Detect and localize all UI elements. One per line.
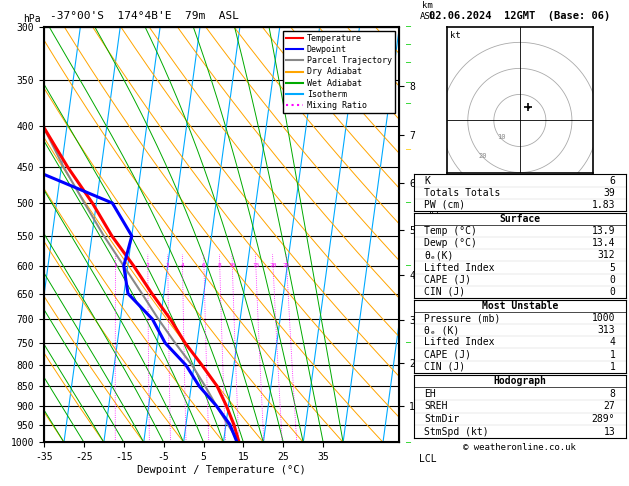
- Text: EH: EH: [425, 389, 437, 399]
- Text: StmDir: StmDir: [425, 414, 460, 424]
- Text: km
ASL: km ASL: [420, 1, 436, 21]
- Text: Temp (°C): Temp (°C): [425, 226, 477, 236]
- Text: 13.9: 13.9: [592, 226, 615, 236]
- Text: —: —: [406, 40, 411, 49]
- Legend: Temperature, Dewpoint, Parcel Trajectory, Dry Adiabat, Wet Adiabat, Isotherm, Mi: Temperature, Dewpoint, Parcel Trajectory…: [283, 31, 395, 113]
- Text: 20: 20: [269, 263, 277, 268]
- Text: —: —: [406, 59, 411, 68]
- Text: 25: 25: [283, 263, 291, 268]
- Text: 20: 20: [478, 153, 487, 159]
- Text: —: —: [406, 99, 411, 108]
- Text: 4: 4: [181, 263, 184, 268]
- Text: 2: 2: [146, 263, 150, 268]
- Text: CAPE (J): CAPE (J): [425, 349, 472, 360]
- Text: 1: 1: [114, 263, 118, 268]
- Text: 15: 15: [252, 263, 260, 268]
- Text: Pressure (mb): Pressure (mb): [425, 313, 501, 323]
- Text: θₑ (K): θₑ (K): [425, 325, 460, 335]
- Text: 0: 0: [610, 275, 615, 285]
- Text: Dewp (°C): Dewp (°C): [425, 238, 477, 248]
- Text: 8: 8: [610, 389, 615, 399]
- X-axis label: Dewpoint / Temperature (°C): Dewpoint / Temperature (°C): [137, 465, 306, 475]
- Text: CIN (J): CIN (J): [425, 287, 465, 297]
- Text: 6: 6: [202, 263, 206, 268]
- Text: 313: 313: [598, 325, 615, 335]
- Text: Lifted Index: Lifted Index: [425, 262, 495, 273]
- Y-axis label: Mixing Ratio (g/kg): Mixing Ratio (g/kg): [429, 179, 439, 290]
- Text: LCL: LCL: [419, 454, 437, 465]
- Text: 4: 4: [610, 337, 615, 347]
- Text: Lifted Index: Lifted Index: [425, 337, 495, 347]
- Text: 13.4: 13.4: [592, 238, 615, 248]
- Text: 3: 3: [166, 263, 170, 268]
- Text: 289°: 289°: [592, 414, 615, 424]
- Text: —: —: [406, 338, 411, 347]
- Text: 39: 39: [603, 188, 615, 198]
- Text: 1000: 1000: [592, 313, 615, 323]
- Text: hPa: hPa: [23, 14, 41, 24]
- Text: 02.06.2024  12GMT  (Base: 06): 02.06.2024 12GMT (Base: 06): [429, 11, 611, 21]
- Text: Totals Totals: Totals Totals: [425, 188, 501, 198]
- Text: kt: kt: [450, 31, 460, 40]
- Text: 312: 312: [598, 250, 615, 260]
- Text: θₑ(K): θₑ(K): [425, 250, 454, 260]
- Text: —: —: [406, 78, 411, 87]
- Text: 1.83: 1.83: [592, 200, 615, 210]
- Text: —: —: [406, 145, 411, 155]
- Text: Surface: Surface: [499, 214, 540, 224]
- Text: 13: 13: [603, 427, 615, 436]
- Text: —: —: [406, 199, 411, 208]
- Text: Hodograph: Hodograph: [493, 376, 547, 386]
- Text: —: —: [406, 22, 411, 31]
- Text: 10: 10: [497, 134, 505, 140]
- Text: SREH: SREH: [425, 401, 448, 411]
- Text: 8: 8: [218, 263, 221, 268]
- Text: 1: 1: [610, 362, 615, 372]
- Text: Most Unstable: Most Unstable: [482, 301, 558, 311]
- Text: 27: 27: [603, 401, 615, 411]
- Text: 1: 1: [610, 349, 615, 360]
- Text: CAPE (J): CAPE (J): [425, 275, 472, 285]
- Text: -37°00'S  174°4B'E  79m  ASL: -37°00'S 174°4B'E 79m ASL: [50, 11, 239, 21]
- Text: CIN (J): CIN (J): [425, 362, 465, 372]
- Text: —: —: [406, 438, 411, 447]
- Text: StmSpd (kt): StmSpd (kt): [425, 427, 489, 436]
- Text: —: —: [406, 261, 411, 270]
- Text: 0: 0: [610, 287, 615, 297]
- Text: 5: 5: [610, 262, 615, 273]
- Text: PW (cm): PW (cm): [425, 200, 465, 210]
- Text: K: K: [425, 175, 430, 186]
- Text: 10: 10: [228, 263, 236, 268]
- Text: 6: 6: [610, 175, 615, 186]
- Text: © weatheronline.co.uk: © weatheronline.co.uk: [464, 443, 576, 452]
